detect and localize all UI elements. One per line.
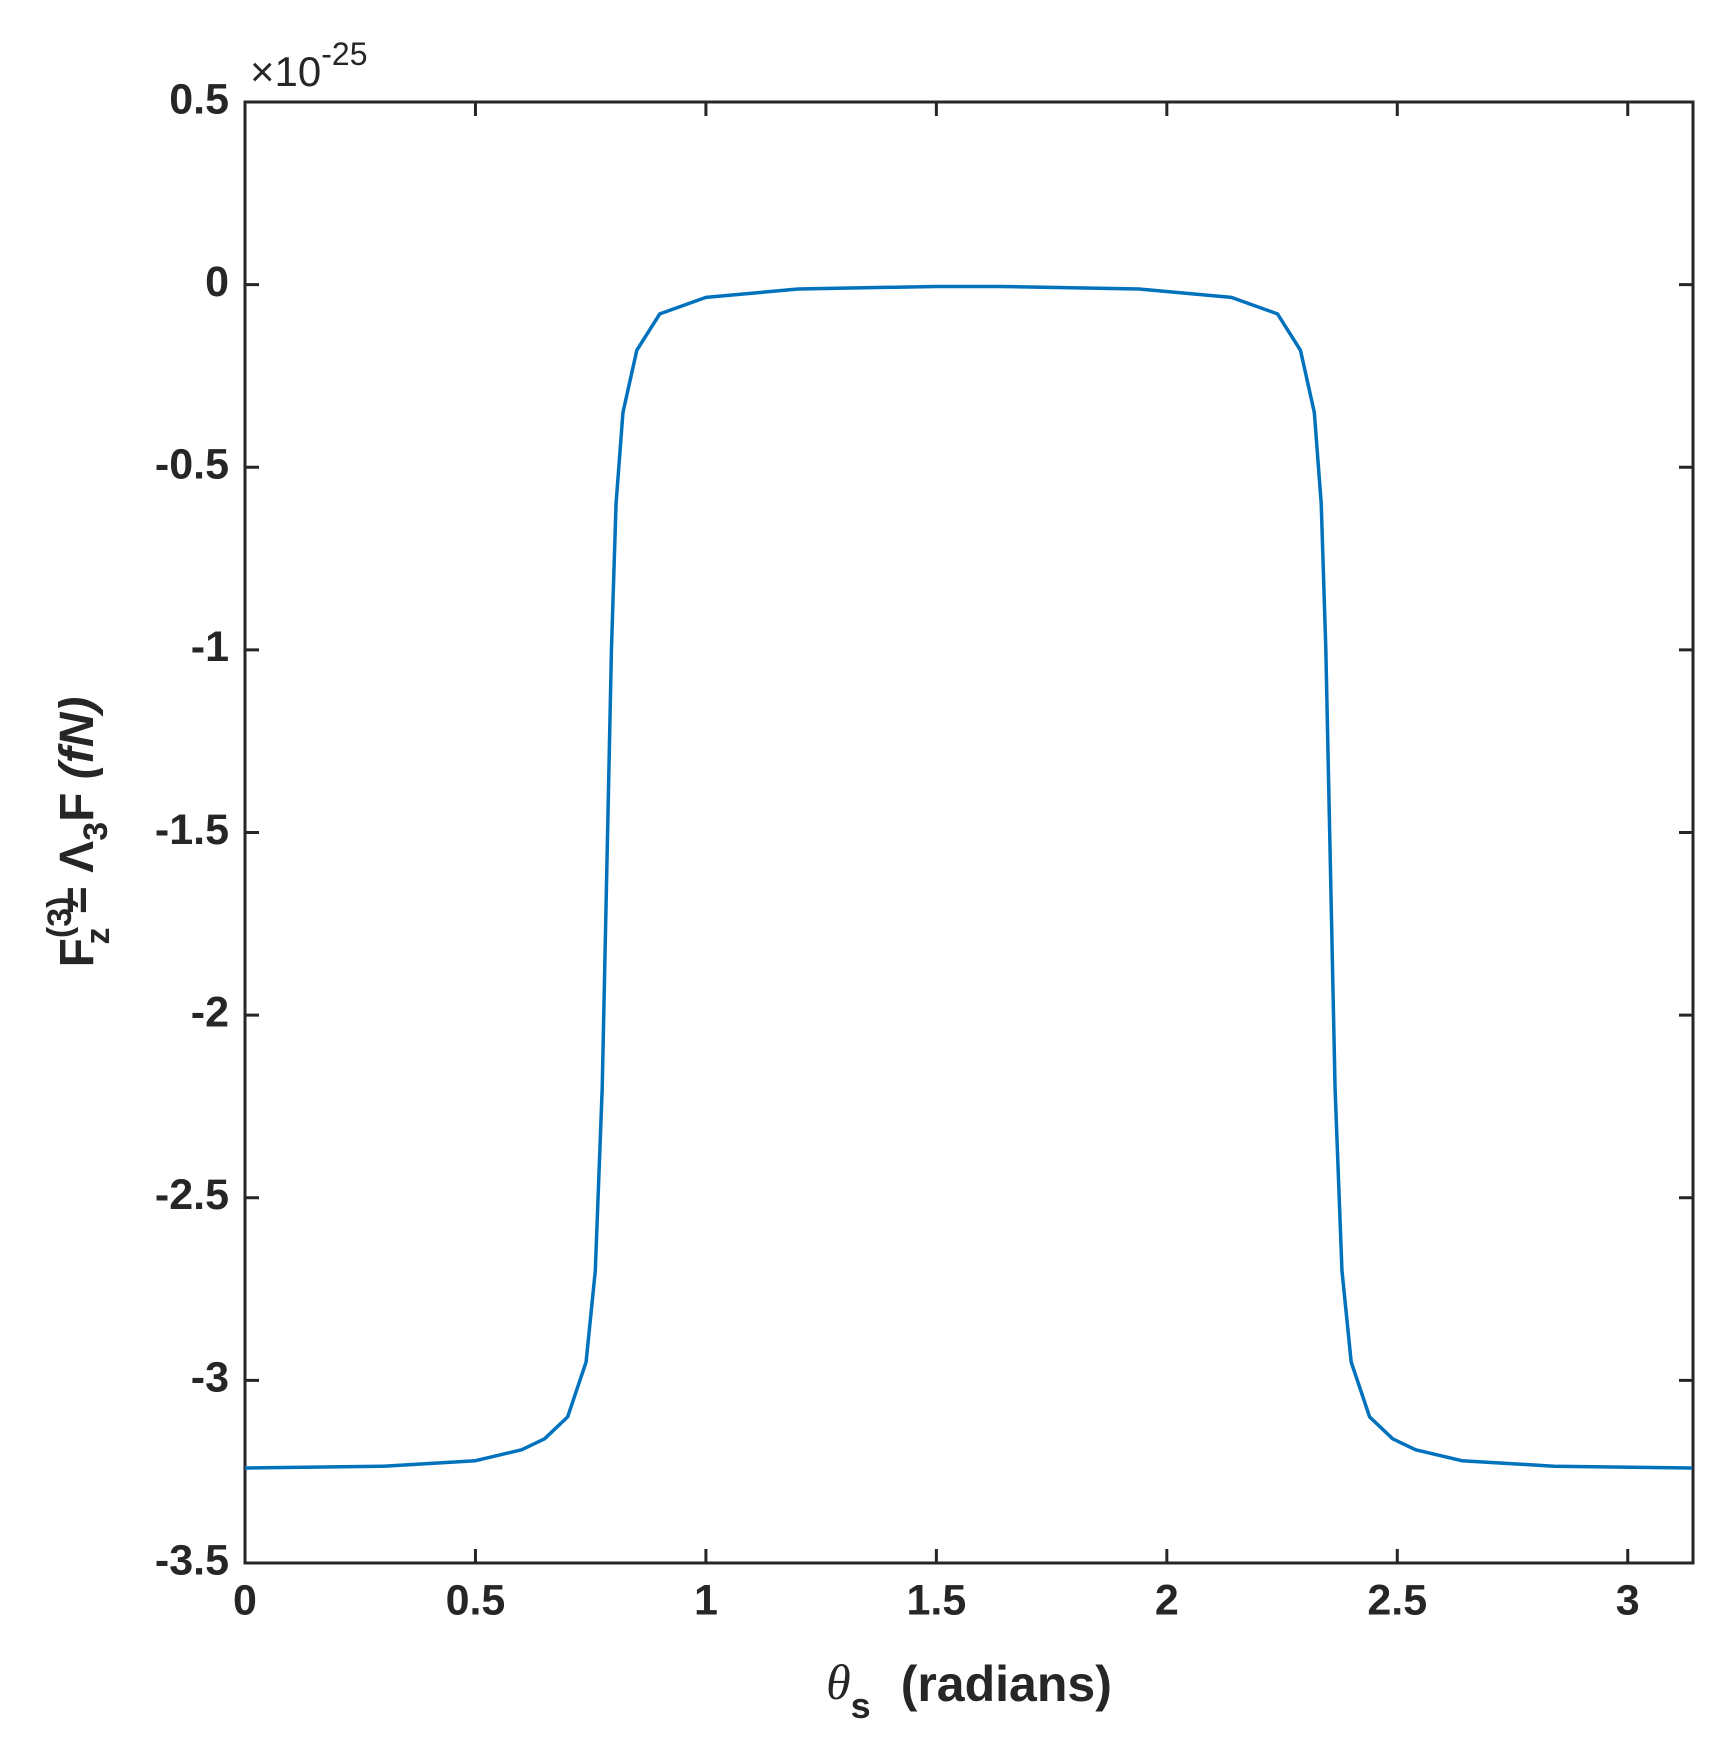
- y-multiplier-base: ×10: [250, 48, 321, 95]
- x-label-theta: θ: [826, 1654, 851, 1710]
- y-multiplier: ×10-25: [250, 36, 368, 95]
- y-tick-label: 0.5: [169, 75, 229, 123]
- y-label-f2: F: [51, 779, 104, 822]
- data-line: [244, 284, 1693, 1470]
- y-tick-label: -1: [191, 623, 229, 671]
- plot-frame: [243, 100, 1695, 1565]
- y-exponent: -25: [321, 36, 367, 72]
- y-tick-label: -3: [191, 1354, 229, 1402]
- x-tick-label: 0: [233, 1576, 257, 1624]
- y-tick-label: -0.5: [155, 441, 229, 489]
- y-label-f: F: [51, 938, 104, 967]
- x-tick-label: 2.5: [1367, 1576, 1427, 1624]
- y-tick-label: -3.5: [155, 1536, 229, 1584]
- y-tick-label: -1.5: [155, 806, 229, 854]
- x-tick-label: 0.5: [446, 1576, 506, 1624]
- x-axis-label: θs (radians): [826, 1654, 1112, 1725]
- y-tick-label: 0: [205, 258, 229, 306]
- y-label-sub3: 3: [77, 822, 115, 841]
- y-tick-label: -2: [191, 988, 229, 1036]
- x-label-sub: s: [851, 1685, 871, 1726]
- x-tick-label: 1.5: [906, 1576, 966, 1624]
- y-label-unit: (fN): [51, 697, 104, 780]
- x-tick-label: 1: [694, 1576, 718, 1624]
- y-tick-label: -2.5: [155, 1171, 229, 1219]
- y-label-sub: z: [79, 928, 117, 945]
- x-tick-label: 2: [1155, 1576, 1179, 1624]
- y-axis-label: F(3)z = Λ3F (fN): [41, 697, 117, 968]
- y-label-lambda: = Λ: [51, 841, 104, 928]
- x-tick-label: 3: [1616, 1576, 1640, 1624]
- x-label-unit: (radians): [901, 1656, 1112, 1712]
- y-label-sup: (3): [41, 897, 79, 939]
